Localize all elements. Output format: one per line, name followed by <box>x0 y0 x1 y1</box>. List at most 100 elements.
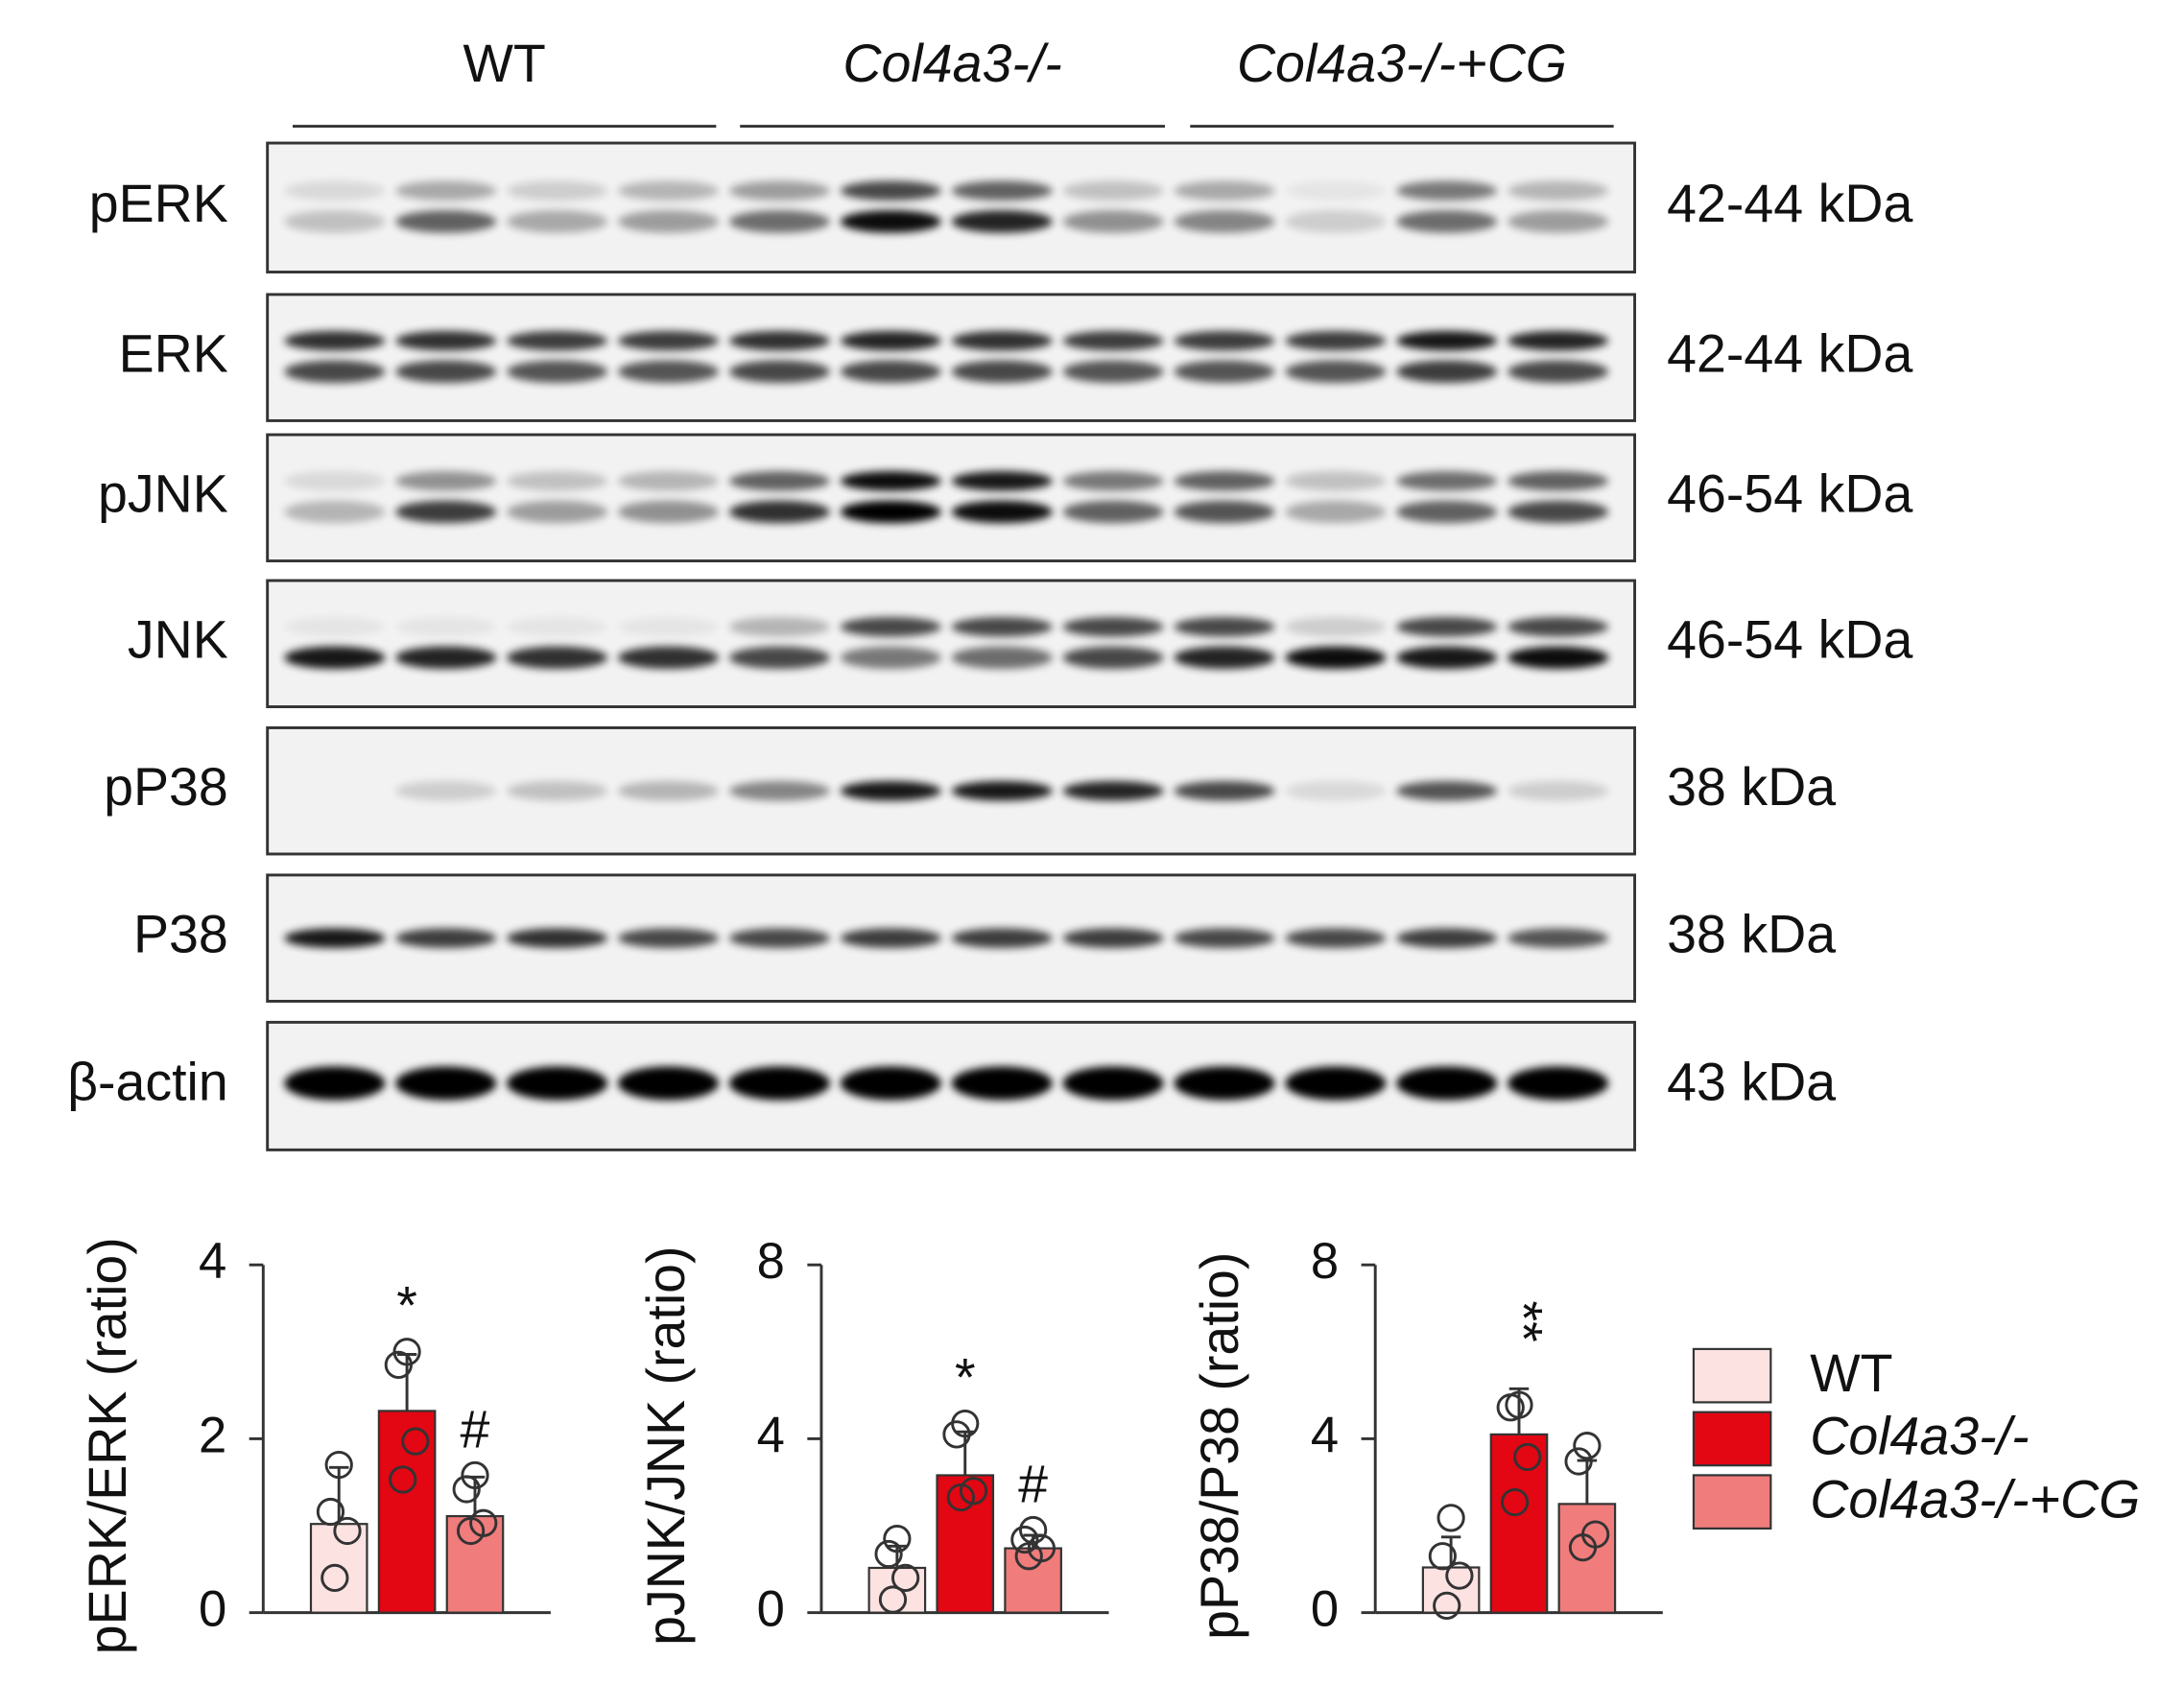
blot-band <box>507 1066 608 1101</box>
blot-band <box>284 180 386 201</box>
data-point <box>1501 1487 1530 1517</box>
blot-band <box>728 617 831 637</box>
blot-band <box>1174 617 1275 637</box>
blot-band <box>395 210 497 233</box>
blot-band <box>1507 360 1609 383</box>
blot-band <box>728 781 831 801</box>
blot-band <box>507 500 608 524</box>
row-size: 38 kDa <box>1667 757 1836 817</box>
blot-band <box>1062 360 1164 383</box>
blot-band <box>728 471 831 491</box>
y-tick-label: 8 <box>757 1233 785 1290</box>
y-tick-label: 8 <box>1311 1233 1339 1290</box>
blot-band <box>1507 928 1609 948</box>
significance: * <box>955 1347 976 1407</box>
blot-band <box>1285 210 1387 233</box>
data-point <box>1010 1525 1039 1554</box>
data-point <box>1014 1542 1043 1571</box>
blot-band <box>507 330 608 351</box>
blot-band <box>507 617 608 637</box>
blot-band <box>617 781 720 801</box>
blot-band <box>951 471 1053 491</box>
blot-band <box>395 646 497 670</box>
bar <box>1421 1566 1481 1614</box>
data-point <box>874 1539 903 1569</box>
blot-band <box>1285 781 1387 801</box>
blot-band <box>840 646 941 670</box>
blot-band <box>728 500 831 524</box>
data-point <box>1428 1542 1457 1571</box>
blot-band <box>1285 330 1387 351</box>
blot-band <box>395 617 497 637</box>
blot-band <box>1174 471 1275 491</box>
blot-band <box>1062 781 1164 801</box>
blot-band <box>507 210 608 233</box>
blot-band <box>617 617 720 637</box>
data-point <box>891 1563 920 1592</box>
blot-band <box>617 360 720 383</box>
blot-band <box>1285 500 1387 524</box>
row-size: 43 kDa <box>1667 1053 1836 1112</box>
blot-band <box>1062 1066 1164 1101</box>
data-point <box>1019 1515 1048 1545</box>
blot-band <box>840 471 941 491</box>
blot-panel <box>266 141 1637 273</box>
blot-band <box>395 471 497 491</box>
blot-band <box>840 210 941 233</box>
blot-band <box>951 617 1053 637</box>
blot-band <box>1285 646 1387 670</box>
blot-band <box>1285 928 1387 948</box>
data-point <box>333 1516 362 1546</box>
row-label: pERK <box>89 174 228 233</box>
significance: # <box>461 1399 490 1459</box>
blot-band <box>1285 471 1387 491</box>
blot-band <box>284 360 386 383</box>
data-point <box>883 1524 912 1554</box>
blot-band <box>1507 1066 1609 1101</box>
blot-band <box>1507 471 1609 491</box>
legend-label: WT <box>1810 1343 1892 1403</box>
blot-band <box>1396 471 1498 491</box>
blot-band <box>284 500 386 524</box>
row-label: pP38 <box>104 757 228 817</box>
blot-band <box>840 180 941 201</box>
blot-band <box>951 180 1053 201</box>
group-label: WT <box>463 34 546 93</box>
blot-band <box>284 471 386 491</box>
blot-band <box>395 180 497 201</box>
blot-band <box>395 500 497 524</box>
blot-band <box>1174 330 1275 351</box>
blot-band <box>1507 617 1609 637</box>
blot-band <box>617 180 720 201</box>
blot-band <box>1396 360 1498 383</box>
row-label: ERK <box>119 323 228 383</box>
legend-swatch <box>1692 1411 1772 1467</box>
data-point <box>316 1497 345 1527</box>
blot-band <box>507 360 608 383</box>
significance: * <box>396 1276 417 1336</box>
blot-band <box>395 360 497 383</box>
blot-band <box>395 928 497 948</box>
blot-band <box>951 1066 1053 1101</box>
blot-panel <box>266 433 1637 563</box>
data-point <box>456 1516 486 1546</box>
blot-band <box>1285 180 1387 201</box>
group-label: Col4a3-/- <box>843 34 1061 93</box>
row-label: P38 <box>133 904 228 963</box>
blot-band <box>728 360 831 383</box>
blot-band <box>728 646 831 670</box>
blot-band <box>1285 1066 1387 1101</box>
blot-band <box>617 471 720 491</box>
blot-band <box>1396 617 1498 637</box>
blot-band <box>840 1066 941 1101</box>
blot-band <box>840 360 941 383</box>
blot-band <box>1507 330 1609 351</box>
row-size: 38 kDa <box>1667 904 1836 963</box>
bar <box>1004 1547 1062 1614</box>
y-tick-label: 0 <box>199 1581 226 1638</box>
blot-band <box>1062 330 1164 351</box>
blot-band <box>284 1066 386 1101</box>
blot-band <box>1062 180 1164 201</box>
blot-band <box>1174 180 1275 201</box>
blot-band <box>951 928 1053 948</box>
